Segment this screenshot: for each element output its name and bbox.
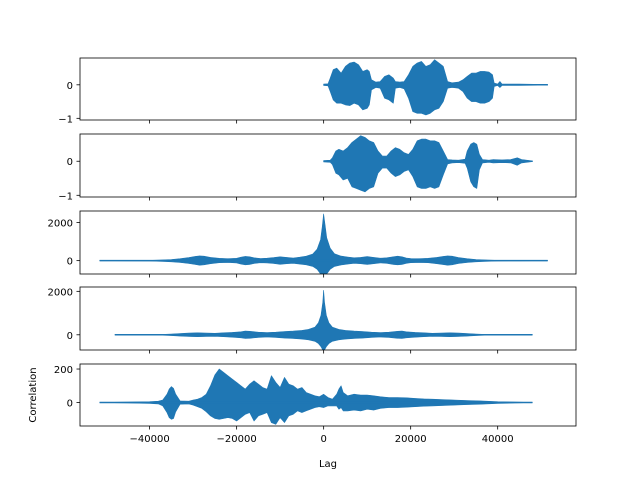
y-tick-label: 0 bbox=[67, 81, 73, 92]
axes-frame bbox=[79, 210, 577, 275]
y-tick-label: 2000 bbox=[48, 287, 73, 298]
y-tick-label: −1 bbox=[58, 114, 73, 125]
plot-area bbox=[323, 59, 548, 116]
plot-area bbox=[99, 368, 533, 425]
axes-frame bbox=[79, 133, 577, 198]
y-tick-label: 0 bbox=[67, 331, 73, 342]
x-tick-label: −20000 bbox=[217, 434, 257, 445]
series-envelope-2-1 bbox=[323, 135, 533, 193]
subplot-3: 0 2000 bbox=[48, 210, 577, 278]
subplot-5: 0 200 −40000 −20000 0 20000 40000 Lag Correlatio… bbox=[28, 363, 577, 470]
plot-area bbox=[323, 135, 533, 193]
x-tick-label: 20000 bbox=[395, 434, 427, 445]
x-axis-label: Lag bbox=[319, 459, 337, 470]
subplot-2: −1 0 bbox=[58, 133, 577, 202]
y-tick-label: 0 bbox=[67, 257, 73, 268]
y-tick-label: 200 bbox=[54, 365, 73, 376]
x-tick-label: 40000 bbox=[482, 434, 514, 445]
y-tick-label: 0 bbox=[67, 157, 73, 168]
axes-frame bbox=[79, 363, 577, 427]
y-axis-label: Correlation bbox=[28, 367, 39, 422]
x-tick-label: −40000 bbox=[130, 434, 170, 445]
series-envelope-5-1 bbox=[99, 368, 533, 425]
subplot-4: 0 2000 bbox=[48, 286, 577, 354]
y-tick-label: −1 bbox=[58, 191, 73, 202]
plot-area bbox=[99, 213, 548, 274]
axes-frame bbox=[79, 57, 577, 121]
x-tick-label: 0 bbox=[320, 434, 326, 445]
y-tick-label: 0 bbox=[67, 399, 73, 410]
subplot-1: −1 0 bbox=[58, 57, 577, 125]
axes-frame bbox=[79, 286, 577, 351]
y-tick-label: 2000 bbox=[48, 218, 73, 229]
plot-area bbox=[114, 290, 533, 350]
